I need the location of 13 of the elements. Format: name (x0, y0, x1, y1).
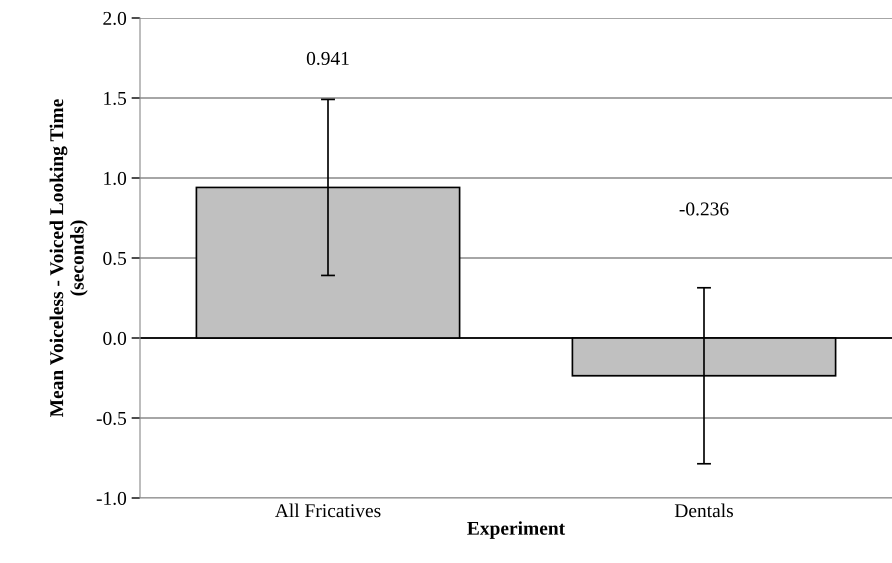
y-tick-label: 0.5 (103, 252, 126, 266)
x-tick-label: All Fricatives (275, 504, 380, 518)
y-tick-label: -0.5 (96, 412, 126, 426)
x-axis-title: Experiment (467, 521, 566, 539)
y-tick-label: 2.0 (103, 12, 126, 26)
y-tick-label: -1.0 (96, 492, 126, 506)
y-axis-title: Mean Voiceless - Voiced Looking Time (seconds) (50, 99, 88, 417)
y-tick-label: 0.0 (103, 332, 126, 346)
y-tick-label: 1.0 (104, 172, 126, 186)
annotation: 0.941 (306, 52, 349, 66)
annotation: -0.236 (680, 202, 729, 216)
x-tick-label: Dentals (674, 504, 733, 518)
y-tick-label: 1.5 (104, 92, 126, 106)
